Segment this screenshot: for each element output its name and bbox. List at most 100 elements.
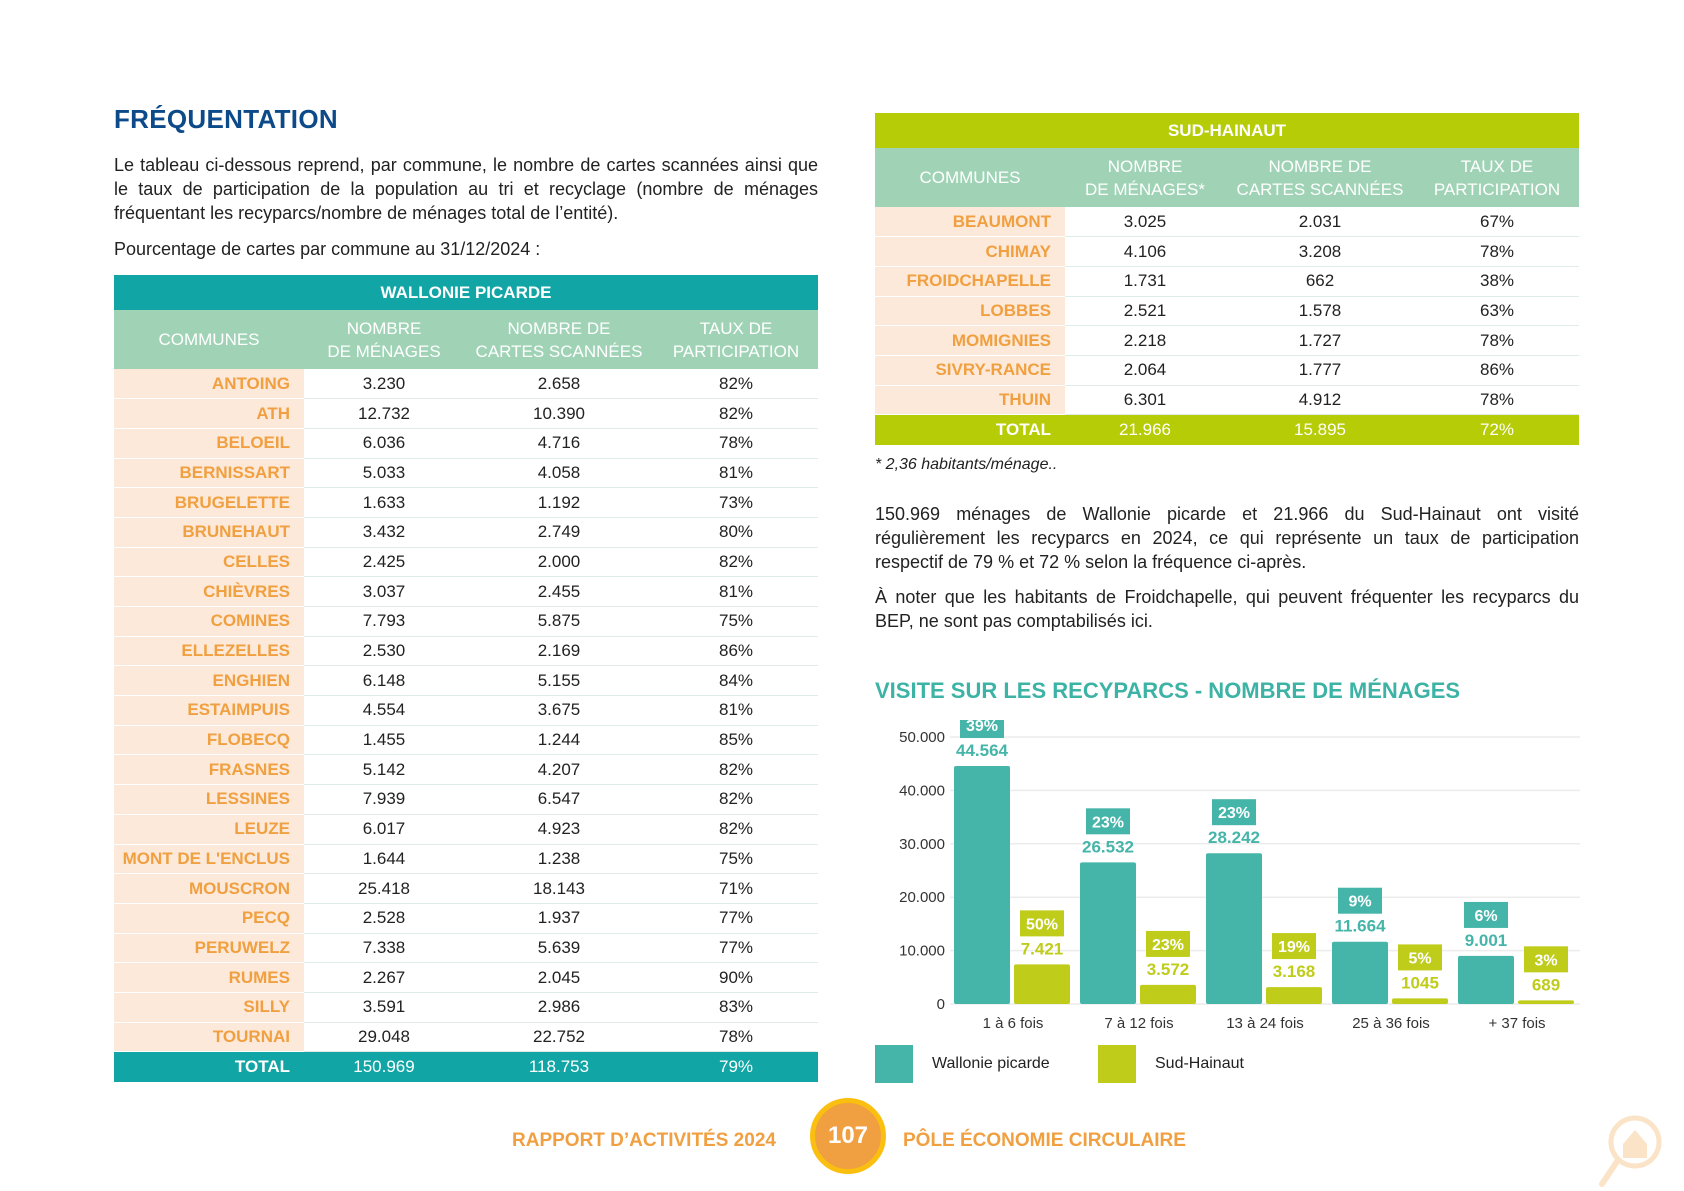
footer-report-title: RAPPORT D’ACTIVITÉS 2024 xyxy=(512,1130,776,1151)
chart-title: VISITE SUR LES RECYPARCS - NOMBRE DE MÉN… xyxy=(875,678,1461,703)
commune-name: CHIÈVRES xyxy=(114,576,304,607)
total-row: TOTAL 21.966 15.895 72% xyxy=(875,414,1579,445)
cell-value: 2.986 xyxy=(464,992,654,1023)
cell-value: 1.937 xyxy=(464,903,654,934)
cell-value: 1.633 xyxy=(304,487,464,518)
cell-value: 81% xyxy=(654,576,818,607)
column-header: TAUX DE PARTICIPATION xyxy=(1415,148,1579,207)
x-tick-label: 25 à 36 fois xyxy=(1352,1015,1430,1032)
commune-name: MOUSCRON xyxy=(114,873,304,904)
percent-label: 23% xyxy=(1218,805,1250,822)
cell-value: 1.455 xyxy=(304,725,464,756)
percent-badge xyxy=(1524,946,1568,973)
y-tick-label: 40.000 xyxy=(899,782,945,799)
cell-value: 82% xyxy=(654,784,818,815)
commune-name: CELLES xyxy=(114,547,304,578)
bar-wallonie-picarde xyxy=(1332,941,1388,1004)
commune-name: BRUGELETTE xyxy=(114,487,304,518)
table-row: TOURNAI 29.048 22.752 78% xyxy=(114,1022,818,1053)
cell-value: 3.208 xyxy=(1225,236,1415,267)
cell-value: 82% xyxy=(654,754,818,786)
column-header: NOMBRE DE MÉNAGES* xyxy=(1065,148,1225,207)
cell-value: 2.064 xyxy=(1065,355,1225,386)
commune-name: PERUWELZ xyxy=(114,933,304,964)
cell-value: 25.418 xyxy=(304,873,464,904)
table-row: BELOEIL 6.036 4.716 78% xyxy=(114,428,818,459)
table-title: WALLONIE PICARDE xyxy=(114,275,818,310)
table-title: SUD-HAINAUT xyxy=(875,113,1579,148)
table-row: ENGHIEN 6.148 5.155 84% xyxy=(114,665,818,697)
table-row: FRASNES 5.142 4.207 82% xyxy=(114,754,818,786)
cell-value: 2.000 xyxy=(464,547,654,578)
data-label: 3.168 xyxy=(1273,962,1316,981)
cell-value: 12.732 xyxy=(304,398,464,429)
cell-value: 22.752 xyxy=(464,1022,654,1053)
table-row: LESSINES 7.939 6.547 82% xyxy=(114,784,818,815)
cell-value: 5.639 xyxy=(464,933,654,964)
cell-value: 3.675 xyxy=(464,695,654,726)
cell-value: 2.528 xyxy=(304,903,464,934)
commune-name: ESTAIMPUIS xyxy=(114,695,304,726)
commune-name: BELOEIL xyxy=(114,428,304,459)
cell-value: 78% xyxy=(1415,236,1579,267)
table-title-row: SUD-HAINAUT xyxy=(875,113,1579,148)
percent-badge xyxy=(1212,799,1256,826)
commune-name: MOMIGNIES xyxy=(875,325,1065,356)
column-header: COMMUNES xyxy=(114,310,304,369)
cell-value: 2.425 xyxy=(304,547,464,578)
percent-badge xyxy=(1338,887,1382,914)
table-row: CHIMAY 4.106 3.208 78% xyxy=(875,236,1579,267)
cell-value: 1.731 xyxy=(1065,266,1225,297)
table-row: BERNISSART 5.033 4.058 81% xyxy=(114,458,818,489)
summary-text: 150.969 ménages de Wallonie picarde et 2… xyxy=(875,504,1579,572)
cell-value: 2.267 xyxy=(304,962,464,993)
total-cell: 72% xyxy=(1415,414,1579,445)
column-header: NOMBRE DE CARTES SCANNÉES xyxy=(464,310,654,369)
cell-value: 4.716 xyxy=(464,428,654,459)
y-tick-label: 50.000 xyxy=(899,729,945,746)
percent-label: 19% xyxy=(1278,939,1310,956)
commune-name: ENGHIEN xyxy=(114,665,304,697)
cell-value: 67% xyxy=(1415,207,1579,238)
cell-value: 7.338 xyxy=(304,933,464,964)
cell-value: 73% xyxy=(654,487,818,518)
commune-name: BRUNEHAUT xyxy=(114,517,304,548)
table-row: MOUSCRON 25.418 18.143 71% xyxy=(114,873,818,904)
bar-sud-hainaut xyxy=(1266,987,1322,1004)
commune-name: LOBBES xyxy=(875,296,1065,327)
cell-value: 82% xyxy=(654,547,818,578)
cell-value: 2.658 xyxy=(464,369,654,400)
bar-sud-hainaut xyxy=(1518,1000,1574,1004)
commune-name: LESSINES xyxy=(114,784,304,815)
percent-badge xyxy=(1398,944,1442,971)
percent-label: 23% xyxy=(1092,814,1124,831)
cell-value: 3.432 xyxy=(304,517,464,548)
table-row: COMINES 7.793 5.875 75% xyxy=(114,606,818,637)
table-row: MOMIGNIES 2.218 1.727 78% xyxy=(875,325,1579,356)
data-label: 9.001 xyxy=(1465,931,1508,950)
cell-value: 1.644 xyxy=(304,844,464,875)
cell-value: 2.455 xyxy=(464,576,654,607)
cell-value: 82% xyxy=(654,814,818,845)
cell-value: 85% xyxy=(654,725,818,756)
commune-name: THUIN xyxy=(875,385,1065,416)
table-row: RUMES 2.267 2.045 90% xyxy=(114,962,818,993)
subintro-text: Pourcentage de cartes par commune au 31/… xyxy=(114,239,541,259)
cell-value: 75% xyxy=(654,606,818,637)
x-tick-label: 7 à 12 fois xyxy=(1104,1015,1173,1032)
percent-label: 9% xyxy=(1348,894,1371,911)
cell-value: 7.939 xyxy=(304,784,464,815)
total-cell: TOTAL xyxy=(114,1051,304,1082)
cell-value: 84% xyxy=(654,665,818,697)
cell-value: 5.875 xyxy=(464,606,654,637)
commune-name: ELLEZELLES xyxy=(114,636,304,667)
cell-value: 38% xyxy=(1415,266,1579,297)
table-row: FLOBECQ 1.455 1.244 85% xyxy=(114,725,818,756)
percent-label: 3% xyxy=(1534,952,1557,969)
table-row: ANTOING 3.230 2.658 82% xyxy=(114,369,818,400)
cell-value: 86% xyxy=(1415,355,1579,386)
cell-value: 2.218 xyxy=(1065,325,1225,356)
bar-chart: 0 10.000 20.000 30.000 40.000 50.000 1 à 6 foi… xyxy=(875,720,1580,1083)
percent-label: 39% xyxy=(966,720,998,735)
percent-label: 23% xyxy=(1152,937,1184,954)
